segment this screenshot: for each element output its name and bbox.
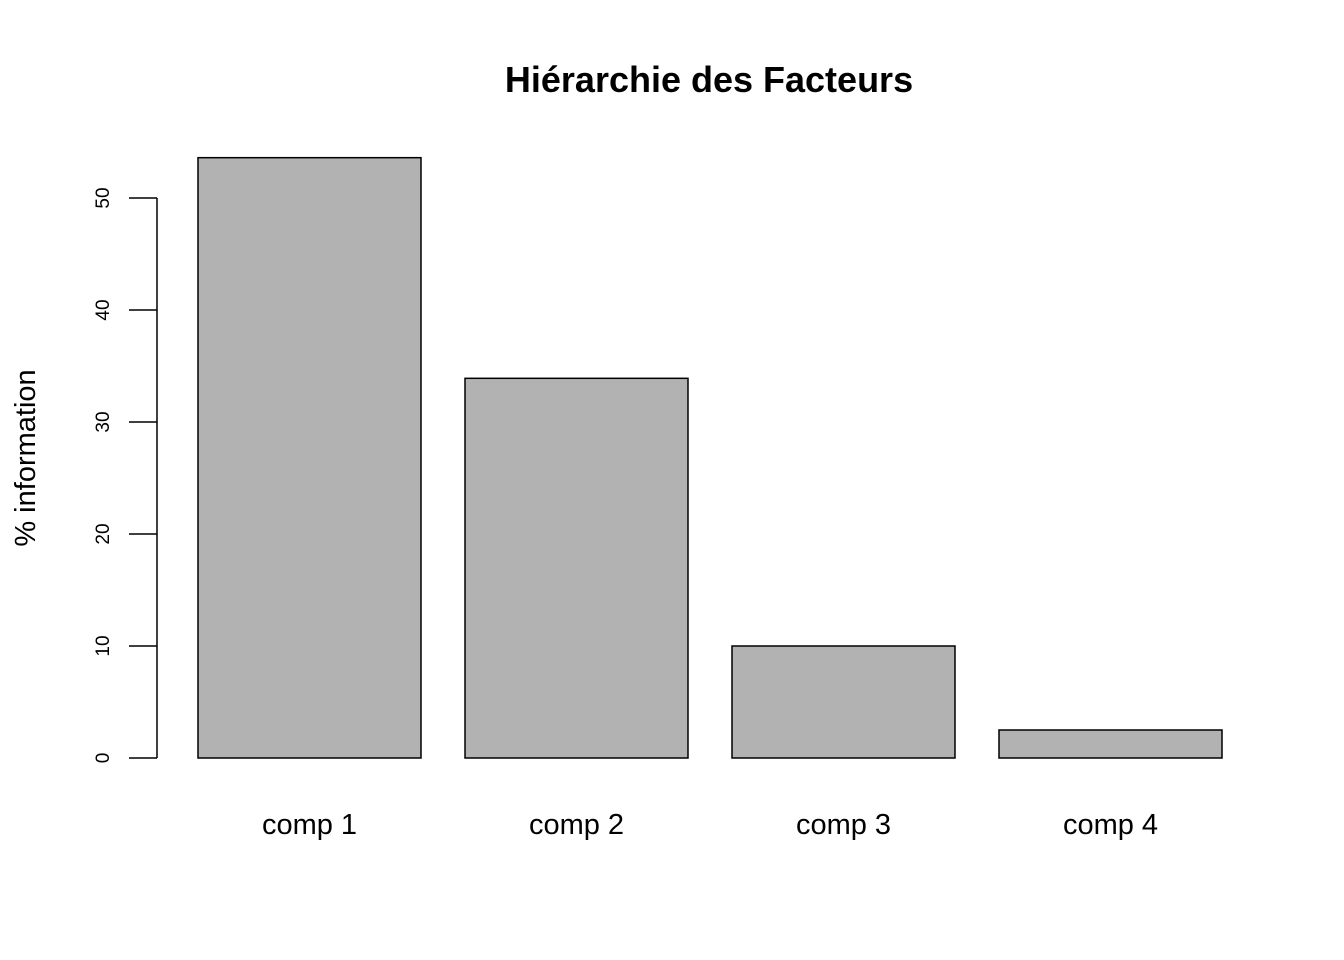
x-category-label: comp 2 xyxy=(529,809,624,841)
y-tick-label: 40 xyxy=(93,299,114,320)
bar-comp-3 xyxy=(731,645,956,759)
x-category-label: comp 3 xyxy=(796,809,891,841)
bar-comp-4 xyxy=(998,729,1223,759)
y-tick-label: 20 xyxy=(93,523,114,544)
y-tick-label: 10 xyxy=(93,635,114,656)
y-axis-label: % information xyxy=(10,369,42,546)
y-tick-label: 50 xyxy=(93,187,114,208)
chart-title: Hiérarchie des Facteurs xyxy=(505,59,913,100)
y-axis: 0 10 20 30 40 50 xyxy=(93,187,158,764)
bars-group xyxy=(197,156,1223,759)
y-tick-label: 0 xyxy=(93,753,114,764)
x-category-label: comp 1 xyxy=(262,809,357,841)
x-category-label: comp 4 xyxy=(1063,809,1158,841)
y-tick-label: 30 xyxy=(93,411,114,432)
x-axis-category-labels: comp 1 comp 2 comp 3 comp 4 xyxy=(262,809,1158,841)
bar-comp-2 xyxy=(464,377,689,759)
bar-comp-1 xyxy=(197,156,422,759)
